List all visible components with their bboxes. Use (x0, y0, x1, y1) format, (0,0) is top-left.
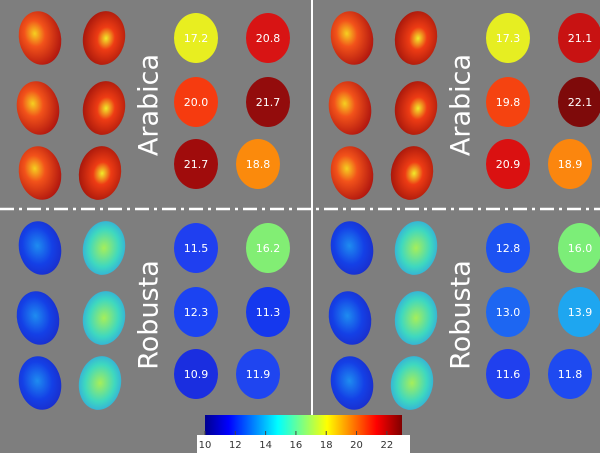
quadrant-3: 11.5 16.2 12.3 11.3 10.9 11.9 Robusta (16, 221, 290, 410)
mean-temperature-bean (174, 13, 218, 63)
mean-temperature-value: 11.8 (558, 368, 583, 381)
thermal-bean-image (18, 356, 62, 410)
thermal-bean-image (16, 291, 60, 345)
mean-temperature-value: 11.5 (184, 242, 209, 255)
mean-temperature-bean (548, 349, 592, 399)
mean-temperature-value: 20.9 (496, 158, 521, 171)
quadrant-4: 12.8 16.0 13.0 13.9 11.6 11.8 Robusta (328, 221, 600, 410)
mean-temperature-value: 18.8 (246, 158, 271, 171)
colorbar-tick-strip (197, 435, 410, 453)
mean-temperature-bean (174, 349, 218, 399)
thermal-bean-image (394, 11, 438, 65)
thermal-bean-image (394, 221, 438, 275)
mean-temperature-bean (246, 287, 290, 337)
mean-temperature-value: 10.9 (184, 368, 209, 381)
mean-temperature-value: 11.3 (256, 306, 281, 319)
mean-temperature-bean (174, 223, 218, 273)
mean-temperature-bean (558, 223, 600, 273)
mean-temperature-bean (548, 139, 592, 189)
thermal-bean-image (390, 356, 434, 410)
colorbar-gradient (205, 415, 402, 435)
variety-label: Robusta (134, 260, 165, 370)
thermal-bean-image (82, 221, 126, 275)
mean-temperature-value: 12.3 (184, 306, 209, 319)
mean-temperature-value: 17.2 (184, 32, 209, 45)
thermal-bean-image (18, 146, 62, 200)
mean-temperature-value: 17.3 (496, 32, 521, 45)
mean-temperature-bean (558, 287, 600, 337)
variety-label: Arabica (134, 54, 165, 156)
mean-temperature-bean (246, 77, 290, 127)
mean-temperature-bean (486, 77, 530, 127)
mean-temperature-bean (486, 139, 530, 189)
colorbar-tick-label: 10 (199, 440, 212, 451)
mean-temperature-bean (174, 287, 218, 337)
thermal-bean-image (330, 356, 374, 410)
mean-temperature-value: 21.7 (256, 96, 281, 109)
colorbar-tick-label: 16 (290, 440, 303, 451)
thermal-bean-image (16, 81, 60, 135)
thermal-bean-image (330, 221, 374, 275)
mean-temperature-bean (486, 13, 530, 63)
thermal-bean-image (78, 146, 122, 200)
mean-temperature-value: 21.1 (568, 32, 593, 45)
mean-temperature-value: 20.8 (256, 32, 281, 45)
quadrant-1: 17.2 20.8 20.0 21.7 21.7 18.8 Arabica (16, 11, 290, 200)
thermal-bean-image (18, 221, 62, 275)
thermal-bean-image (328, 291, 372, 345)
thermal-bean-image (328, 81, 372, 135)
colorbar-tick-label: 12 (229, 440, 242, 451)
mean-temperature-bean (486, 287, 530, 337)
mean-temperature-bean (236, 139, 280, 189)
colorbar-tick-label: 14 (259, 440, 272, 451)
mean-temperature-bean (558, 13, 600, 63)
mean-temperature-bean (246, 13, 290, 63)
thermal-bean-image (390, 146, 434, 200)
mean-temperature-value: 19.8 (496, 96, 521, 109)
mean-temperature-value: 16.2 (256, 242, 281, 255)
variety-label: Robusta (446, 260, 477, 370)
thermal-bean-image (330, 146, 374, 200)
mean-temperature-value: 22.1 (568, 96, 593, 109)
colorbar: 10 12 14 16 18 20 22 (197, 415, 410, 453)
thermal-bean-image (330, 11, 374, 65)
mean-temperature-bean (558, 77, 600, 127)
mean-temperature-bean (236, 349, 280, 399)
thermal-bean-image (82, 291, 126, 345)
mean-temperature-value: 21.7 (184, 158, 209, 171)
mean-temperature-value: 20.0 (184, 96, 209, 109)
mean-temperature-value: 13.9 (568, 306, 593, 319)
colorbar-tick-label: 18 (320, 440, 333, 451)
thermal-bean-image (82, 11, 126, 65)
thermal-bean-image (18, 11, 62, 65)
thermal-bean-image (78, 356, 122, 410)
mean-temperature-value: 16.0 (568, 242, 593, 255)
mean-temperature-value: 13.0 (496, 306, 521, 319)
colorbar-tick-label: 22 (380, 440, 393, 451)
thermal-bean-image (394, 81, 438, 135)
mean-temperature-bean (486, 223, 530, 273)
mean-temperature-value: 11.9 (246, 368, 271, 381)
mean-temperature-value: 18.9 (558, 158, 583, 171)
mean-temperature-value: 11.6 (496, 368, 521, 381)
mean-temperature-bean (246, 223, 290, 273)
variety-label: Arabica (446, 54, 477, 156)
colorbar-tick-label: 20 (350, 440, 363, 451)
thermal-bean-image (82, 81, 126, 135)
thermal-bean-image (394, 291, 438, 345)
mean-temperature-value: 12.8 (496, 242, 521, 255)
mean-temperature-bean (174, 77, 218, 127)
mean-temperature-bean (174, 139, 218, 189)
mean-temperature-bean (486, 349, 530, 399)
quadrant-2: 17.3 21.1 19.8 22.1 20.9 18.9 Arabica (328, 11, 600, 200)
